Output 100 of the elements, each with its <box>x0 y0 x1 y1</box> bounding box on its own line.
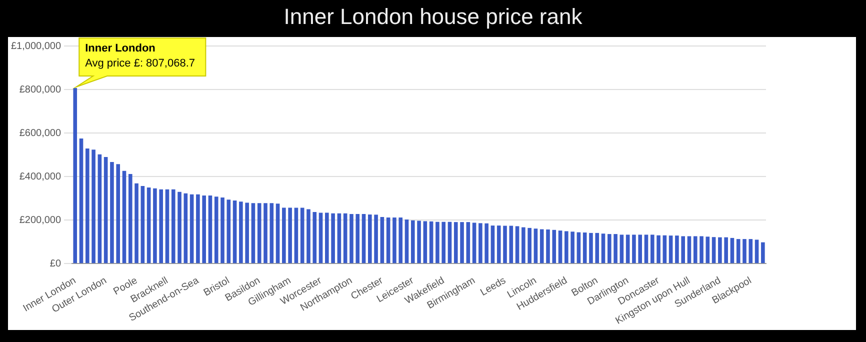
bar <box>245 202 249 264</box>
bar <box>712 237 716 264</box>
bar <box>110 162 114 264</box>
bar <box>718 237 722 264</box>
bar <box>582 232 587 264</box>
bar <box>226 200 231 264</box>
bar <box>288 208 292 264</box>
bar <box>754 240 759 264</box>
bar <box>632 234 636 264</box>
bar <box>92 150 96 264</box>
bar <box>184 193 188 264</box>
bar <box>730 238 734 264</box>
bar <box>386 217 390 264</box>
bar <box>644 234 648 264</box>
bar <box>362 214 366 264</box>
bar <box>668 236 673 264</box>
bar <box>178 192 182 264</box>
bar <box>626 234 630 264</box>
bar <box>392 217 396 264</box>
bar <box>656 235 660 264</box>
bar <box>134 183 138 264</box>
bar <box>522 227 526 264</box>
y-tick-label: £200,000 <box>19 214 62 226</box>
bar <box>442 222 446 264</box>
bar <box>104 156 108 264</box>
bar <box>116 164 120 264</box>
bar <box>398 217 403 264</box>
bar <box>564 231 568 264</box>
bar <box>761 242 765 264</box>
bar <box>220 197 224 264</box>
bar <box>86 148 90 264</box>
bar <box>724 237 728 264</box>
bar <box>368 214 372 264</box>
bar <box>706 236 710 264</box>
bar <box>312 212 317 264</box>
bar <box>534 228 538 264</box>
bar <box>448 222 452 264</box>
bar <box>98 154 102 264</box>
bar <box>601 234 606 264</box>
bar <box>153 188 157 264</box>
bar <box>515 226 520 264</box>
annotation: Inner London Avg price £: 807,068.7 <box>85 42 196 70</box>
bar <box>650 234 654 264</box>
bar <box>343 213 348 264</box>
bar <box>742 239 746 264</box>
bar <box>128 174 132 264</box>
bar <box>73 88 78 264</box>
bar <box>294 208 298 264</box>
bar <box>423 221 428 264</box>
bar <box>79 138 84 264</box>
bar <box>558 230 562 264</box>
bar <box>331 213 335 264</box>
bar <box>675 236 679 264</box>
bar <box>490 226 495 264</box>
bar <box>700 236 704 264</box>
bar <box>264 203 268 264</box>
bar <box>208 196 212 264</box>
chart-title: Inner London house price rank <box>282 4 584 30</box>
bar <box>748 239 753 264</box>
bar <box>251 203 256 264</box>
bar <box>257 203 262 264</box>
bar <box>454 222 458 264</box>
bar <box>503 226 507 264</box>
bar <box>350 214 354 264</box>
bar <box>589 232 593 264</box>
bar <box>614 234 618 264</box>
bar <box>528 228 532 264</box>
y-tick-label: £600,000 <box>19 128 62 139</box>
bar <box>681 236 685 264</box>
bar <box>460 222 464 264</box>
bar <box>214 196 218 264</box>
bar <box>429 221 434 264</box>
bar <box>552 230 556 264</box>
bar <box>270 203 274 264</box>
bar <box>337 213 342 264</box>
bar <box>380 217 384 264</box>
y-tick-label: £1,000,000 <box>10 40 62 52</box>
bar <box>687 236 692 264</box>
bar <box>374 214 378 264</box>
bar <box>122 170 126 264</box>
bar <box>410 220 415 264</box>
bar <box>276 204 280 264</box>
bar <box>356 214 360 264</box>
bar <box>595 232 600 264</box>
bar <box>693 236 698 264</box>
bar <box>306 209 310 264</box>
bar <box>417 220 421 264</box>
bar <box>165 189 170 264</box>
bar <box>318 212 323 264</box>
bar <box>325 212 329 264</box>
y-tick-label: £0 <box>50 258 62 270</box>
bar <box>472 222 476 264</box>
bar <box>300 208 304 264</box>
bar <box>576 232 581 264</box>
bar <box>159 189 163 264</box>
bar <box>404 219 409 264</box>
bar <box>466 222 470 264</box>
bar <box>140 186 145 264</box>
bar <box>202 196 206 264</box>
bar <box>484 223 488 264</box>
